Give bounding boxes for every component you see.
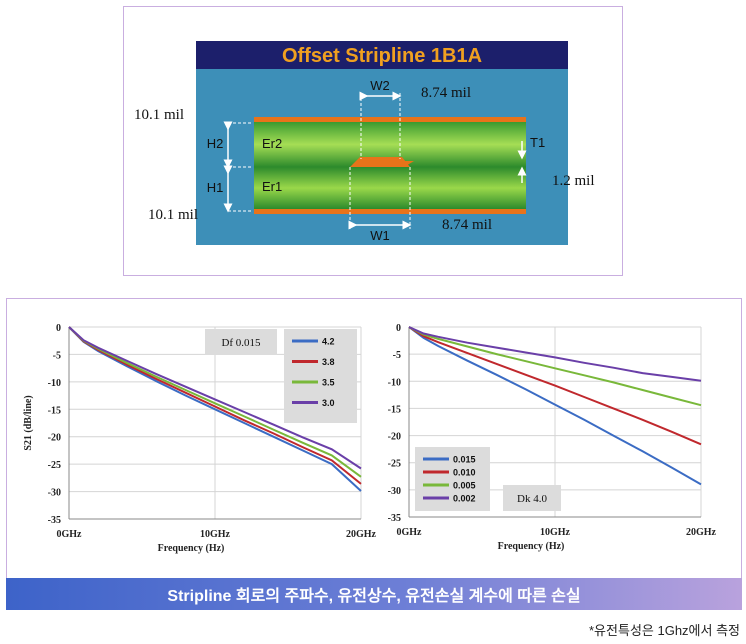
- chart-2: 0 -5 -10 -15 -20 -25 -30 -35 0GHz 10GHz 20GHz Frequ…: [388, 323, 717, 552]
- legend-label: 0.010: [453, 468, 476, 478]
- x-tick-label: 10GHz: [540, 527, 571, 538]
- trace-thickness-value: 1.2 mil: [552, 173, 595, 189]
- legend-label: 0.002: [453, 494, 476, 504]
- series-line-0.005: [408, 326, 702, 407]
- bottom-copper-plane: [254, 209, 526, 214]
- y-tick-label: -30: [388, 486, 401, 497]
- er1-label: Er1: [262, 179, 282, 194]
- legend-label: 0.005: [453, 481, 476, 491]
- er2-label: Er2: [262, 136, 282, 151]
- x-tick-label: 20GHz: [686, 527, 717, 538]
- y-tick-label: -20: [48, 433, 61, 444]
- legend-label: 0.015: [453, 455, 476, 465]
- legend-label: 3.8: [322, 357, 335, 367]
- y-tick-label: -30: [48, 488, 61, 499]
- bottom-width-value: 8.74 mil: [442, 217, 492, 233]
- y-axis-label: S21 (dB/line): [23, 395, 34, 450]
- y-tick-label: 0: [396, 323, 401, 334]
- stackup-title-bar: [196, 41, 568, 69]
- x-tick-label: 0GHz: [397, 527, 423, 538]
- annotation-box: [503, 485, 561, 511]
- y-tick-label: -10: [48, 378, 61, 389]
- stackup-title: Offset Stripline 1B1A: [282, 45, 482, 67]
- y-tick-label: -5: [53, 350, 61, 361]
- y-tick-label: -15: [48, 405, 61, 416]
- loss-charts: 0 -5 -10 -15 -20 -25 -30 -35 0GHz 10GHz 20GHz Frequ…: [23, 323, 717, 554]
- y-tick-label: -35: [48, 515, 61, 526]
- h1-label: H1: [207, 180, 224, 195]
- y-tick-label: -25: [48, 460, 61, 471]
- legend-label: 3.0: [322, 398, 335, 408]
- h2-label: H2: [207, 136, 224, 151]
- y-tick-label: -20: [388, 432, 401, 443]
- stackup-diagram: Offset Stripline 1B1A W2 W1 H2 H1 Er2: [134, 41, 595, 245]
- annotation-text: Dk 4.0: [517, 493, 547, 505]
- x-tick-label: 0GHz: [57, 529, 83, 540]
- dielectric-er1: [254, 167, 526, 209]
- legend-label: 4.2: [322, 337, 335, 347]
- caption-banner: Stripline 회로의 주파수, 유전상수, 유전손실 계수에 따른 손실: [6, 578, 742, 610]
- annotation-box: [205, 329, 277, 355]
- series-line-0.002: [408, 326, 702, 382]
- top-width-value: 8.74 mil: [421, 85, 471, 101]
- footnote: *유전특성은 1Ghz에서 측정: [589, 623, 740, 638]
- chart-1: 0 -5 -10 -15 -20 -25 -30 -35 0GHz 10GHz 20GHz Frequ…: [23, 323, 377, 554]
- x-axis-label: Frequency (Hz): [158, 543, 225, 554]
- series-line-3.0: [68, 326, 362, 470]
- y-tick-label: -10: [388, 377, 401, 388]
- series-line-0.010: [408, 326, 702, 446]
- legend-label: 3.5: [322, 378, 335, 388]
- w2-label: W2: [370, 78, 390, 93]
- y-tick-label: -15: [388, 404, 401, 415]
- x-tick-label: 20GHz: [346, 529, 377, 540]
- top-thickness-value: 10.1 mil: [134, 107, 184, 123]
- y-tick-label: -5: [393, 350, 401, 361]
- y-tick-label: -25: [388, 459, 401, 470]
- legend-box: [284, 329, 357, 423]
- y-tick-label: 0: [56, 323, 61, 334]
- stackup-diagram-frame: Offset Stripline 1B1A W2 W1 H2 H1 Er2: [123, 6, 623, 276]
- loss-charts-frame: 0 -5 -10 -15 -20 -25 -30 -35 0GHz 10GHz 20GHz Frequ…: [6, 298, 742, 608]
- t1-label: T1: [530, 135, 545, 150]
- annotation-text: Df 0.015: [221, 337, 261, 349]
- x-tick-label: 10GHz: [200, 529, 231, 540]
- bottom-thickness-value: 10.1 mil: [148, 207, 198, 223]
- y-tick-label: -35: [388, 513, 401, 524]
- top-copper-plane: [254, 117, 526, 122]
- w1-label: W1: [370, 228, 390, 243]
- series-line-0.015: [408, 326, 702, 486]
- x-axis-label: Frequency (Hz): [498, 541, 565, 552]
